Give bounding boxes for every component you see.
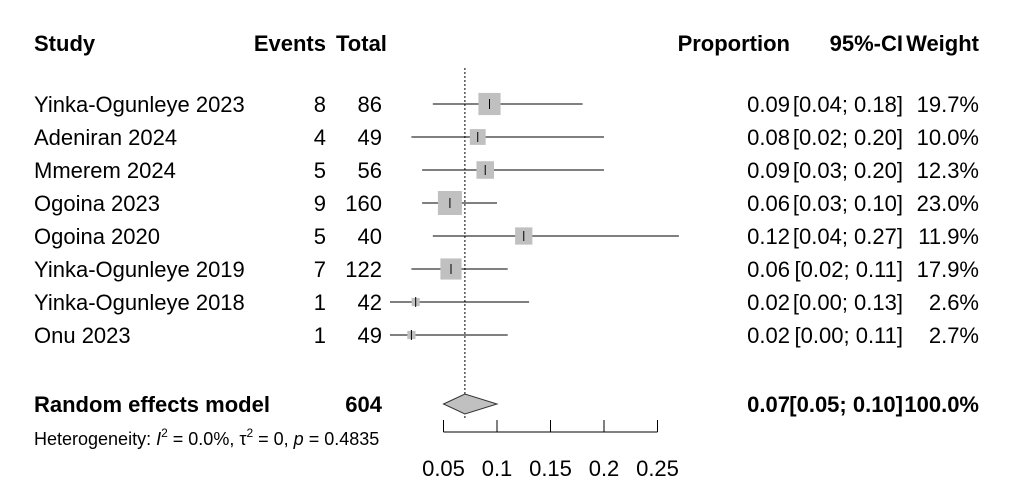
study-ci: [0.02; 0.11] bbox=[795, 257, 903, 282]
study-proportion: 0.12 bbox=[747, 224, 790, 249]
study-proportion: 0.02 bbox=[747, 290, 790, 315]
study-proportion: 0.02 bbox=[747, 323, 790, 348]
header-weight: Weight bbox=[906, 31, 980, 56]
study-row: Ogoina 2020 5 40 0.12 [0.04; 0.27] 11.9% bbox=[34, 224, 979, 249]
pooled-diamond bbox=[442, 393, 499, 415]
study-name: Onu 2023 bbox=[34, 323, 131, 348]
study-total: 40 bbox=[358, 224, 382, 249]
header-study: Study bbox=[34, 31, 96, 56]
header-events: Events bbox=[254, 31, 326, 56]
study-events: 8 bbox=[314, 92, 326, 117]
pooled-ci: [0.05; 0.10] bbox=[789, 392, 903, 417]
study-proportion: 0.06 bbox=[747, 257, 790, 282]
study-weight: 23.0% bbox=[917, 191, 979, 216]
study-name: Adeniran 2024 bbox=[34, 125, 177, 150]
study-total: 42 bbox=[358, 290, 382, 315]
x-tick-label: 0.25 bbox=[636, 456, 679, 481]
study-name: Ogoina 2020 bbox=[34, 224, 160, 249]
study-total: 56 bbox=[358, 158, 382, 183]
x-tick-label: 0.1 bbox=[482, 456, 513, 481]
study-proportion: 0.06 bbox=[747, 191, 790, 216]
study-weight: 17.9% bbox=[917, 257, 979, 282]
study-name: Yinka-Ogunleye 2023 bbox=[34, 92, 245, 117]
study-rows: Yinka-Ogunleye 2023 8 86 0.09 [0.04; 0.18] 19… bbox=[34, 92, 979, 348]
study-total: 122 bbox=[345, 257, 382, 282]
study-total: 160 bbox=[345, 191, 382, 216]
study-name: Mmerem 2024 bbox=[34, 158, 176, 183]
study-row: Adeniran 2024 4 49 0.08 [0.02; 0.20] 10.0% bbox=[34, 125, 979, 150]
x-tick-label: 0.2 bbox=[589, 456, 620, 481]
header-ci: 95%-CI bbox=[830, 31, 903, 56]
study-ci: [0.03; 0.20] bbox=[793, 158, 903, 183]
study-events: 5 bbox=[314, 158, 326, 183]
study-ci: [0.03; 0.10] bbox=[793, 191, 903, 216]
pooled-total: 604 bbox=[345, 392, 382, 417]
pooled-row: Random effects model 604 0.07 [0.05; 0.1… bbox=[34, 392, 979, 417]
study-ci: [0.04; 0.18] bbox=[793, 92, 903, 117]
study-total: 49 bbox=[358, 323, 382, 348]
x-tick-label: 0.05 bbox=[422, 456, 465, 481]
study-row: Mmerem 2024 5 56 0.09 [0.03; 0.20] 12.3% bbox=[34, 158, 979, 183]
study-row: Yinka-Ogunleye 2023 8 86 0.09 [0.04; 0.18] 19… bbox=[34, 92, 979, 117]
study-row: Onu 2023 1 49 0.02 [0.00; 0.11] 2.7% bbox=[34, 323, 979, 348]
study-ci: [0.00; 0.13] bbox=[793, 290, 903, 315]
study-weight: 2.6% bbox=[929, 290, 979, 315]
study-proportion: 0.08 bbox=[747, 125, 790, 150]
study-ci: [0.02; 0.20] bbox=[793, 125, 903, 150]
study-name: Yinka-Ogunleye 2019 bbox=[34, 257, 245, 282]
x-tick-label: 0.15 bbox=[529, 456, 572, 481]
study-weight: 10.0% bbox=[917, 125, 979, 150]
pooled-proportion: 0.07 bbox=[747, 392, 790, 417]
study-weight: 19.7% bbox=[917, 92, 979, 117]
study-name: Ogoina 2023 bbox=[34, 191, 160, 216]
pooled-weight: 100.0% bbox=[904, 392, 979, 417]
study-proportion: 0.09 bbox=[747, 92, 790, 117]
study-ci: [0.04; 0.27] bbox=[793, 224, 903, 249]
study-weight: 12.3% bbox=[917, 158, 979, 183]
study-row: Yinka-Ogunleye 2018 1 42 0.02 [0.00; 0.13] 2.… bbox=[34, 290, 979, 315]
column-headers: Study Events Total Proportion 95%-CI Wei… bbox=[34, 31, 980, 56]
study-name: Yinka-Ogunleye 2018 bbox=[34, 290, 245, 315]
study-events: 9 bbox=[314, 191, 326, 216]
study-weight: 2.7% bbox=[929, 323, 979, 348]
header-total: Total bbox=[336, 31, 387, 56]
study-events: 4 bbox=[314, 125, 326, 150]
study-events: 5 bbox=[314, 224, 326, 249]
study-weight: 11.9% bbox=[918, 224, 979, 249]
study-row: Ogoina 2023 9 160 0.06 [0.03; 0.10] 23.0% bbox=[34, 191, 979, 216]
study-total: 49 bbox=[358, 125, 382, 150]
study-ci: [0.00; 0.11] bbox=[795, 323, 903, 348]
pooled-label: Random effects model bbox=[34, 392, 270, 417]
study-row: Yinka-Ogunleye 2019 7 122 0.06 [0.02; 0.11] 1… bbox=[34, 257, 979, 282]
study-events: 1 bbox=[314, 323, 326, 348]
study-events: 1 bbox=[314, 290, 326, 315]
header-proportion: Proportion bbox=[678, 31, 790, 56]
heterogeneity-text: Heterogeneity: I2 = 0.0%, τ2 = 0, p = 0.… bbox=[34, 426, 379, 449]
x-axis: 0.05 0.1 0.15 0.2 0.25 bbox=[422, 420, 679, 481]
study-total: 86 bbox=[358, 92, 382, 117]
study-events: 7 bbox=[314, 257, 326, 282]
study-proportion: 0.09 bbox=[747, 158, 790, 183]
